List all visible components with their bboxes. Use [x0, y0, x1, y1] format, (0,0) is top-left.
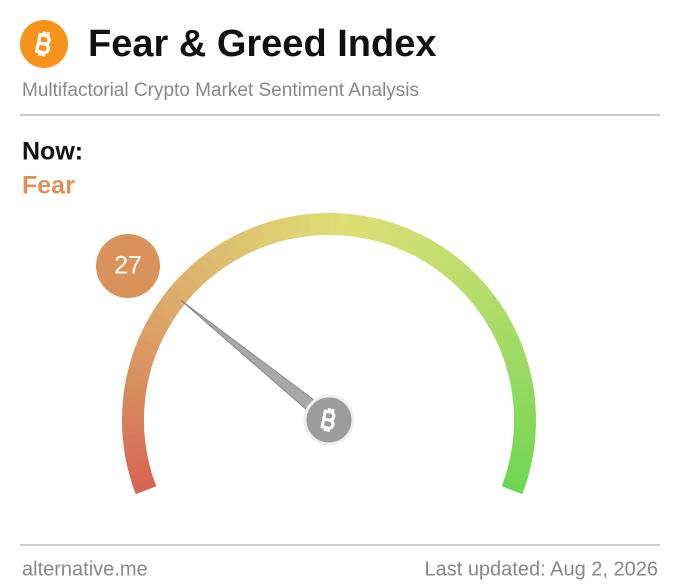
arc-segment — [170, 278, 194, 302]
arc-segment — [507, 460, 531, 476]
arc-segment — [390, 224, 408, 249]
arc-segment — [509, 451, 533, 466]
arc-segment — [139, 328, 164, 347]
title: Fear & Greed Index — [88, 23, 436, 65]
arc-segment — [122, 424, 145, 436]
glyph — [320, 407, 336, 433]
arc-segment — [131, 346, 157, 364]
arc-segment — [507, 366, 532, 382]
arc-segment — [498, 337, 523, 356]
arc-segment — [260, 221, 277, 246]
value-label: 27 — [114, 252, 142, 280]
arc-segment — [199, 252, 221, 276]
arc-segment — [407, 232, 426, 257]
gauge-dynamic: 27 — [96, 234, 355, 446]
arc-segment — [437, 252, 460, 277]
arc-segment — [381, 221, 399, 246]
arc-segment — [123, 442, 147, 456]
arc-segment — [177, 271, 200, 295]
arc-segment — [191, 258, 214, 282]
arc-segment — [158, 294, 183, 316]
arc-segment — [126, 460, 151, 476]
arc-segment — [123, 385, 147, 399]
arc-segment — [250, 224, 268, 249]
subtitle: Multifactorial Crypto Market Sentiment A… — [22, 80, 419, 101]
arc-segment — [458, 272, 482, 295]
now-label: Now: — [22, 138, 83, 166]
arc-segment — [122, 433, 146, 446]
arc-segment — [476, 294, 500, 316]
arc-segment — [513, 425, 536, 437]
arc-segment — [215, 241, 236, 266]
arc-segment — [143, 319, 168, 339]
value-bubble — [96, 234, 160, 298]
arc-segment — [132, 477, 157, 495]
arc-segment — [398, 228, 417, 253]
updated: Last updated: Aug 2, 2026 — [424, 558, 658, 580]
arc-segment — [373, 219, 389, 243]
logo-glyph — [35, 31, 51, 57]
arc-segment — [289, 215, 303, 239]
arc-segment — [481, 302, 506, 324]
arc-segment — [308, 213, 321, 236]
arc-segment — [124, 375, 149, 390]
arc-segment — [512, 433, 536, 447]
logo — [20, 20, 68, 68]
arc-segment — [279, 216, 294, 241]
arc-segment — [451, 265, 475, 289]
arc-segment — [422, 241, 444, 266]
arc-segment — [502, 347, 527, 364]
arc-segment — [126, 365, 151, 381]
arc-segment — [147, 310, 172, 331]
arc-segment — [124, 451, 149, 466]
arc-segment — [509, 375, 534, 390]
arc-segment — [299, 213, 312, 237]
arc-segment — [511, 442, 535, 457]
arc-segment — [129, 356, 154, 372]
classification: Fear — [22, 172, 75, 200]
arc-segment — [241, 228, 260, 253]
arc-segment — [501, 477, 526, 495]
arc-segment — [337, 213, 350, 236]
arc-segment — [464, 279, 488, 302]
arc-segment — [346, 213, 360, 238]
arc-segment — [512, 395, 536, 408]
source: alternative.me — [22, 558, 148, 580]
arc-segment — [495, 328, 520, 347]
arc-segment — [223, 236, 244, 261]
gauge-arc — [122, 212, 536, 495]
arc-segment — [430, 246, 452, 271]
arc-segment — [486, 311, 511, 331]
arc-segment — [470, 286, 495, 309]
arc-segment — [490, 319, 515, 339]
arc-segment — [164, 286, 188, 309]
arc-segment — [184, 264, 207, 288]
arc-segment — [511, 385, 535, 399]
arc-segment — [135, 337, 160, 355]
arc-segment — [122, 395, 146, 408]
arc-segment — [415, 236, 435, 261]
arc-segment — [504, 469, 529, 486]
arc-segment — [152, 302, 177, 323]
arc-segment — [364, 216, 380, 241]
arc-segment — [445, 258, 467, 283]
arc-segment — [207, 246, 228, 271]
arc-segment — [232, 232, 252, 257]
arc-segment — [355, 215, 370, 239]
arc-segment — [505, 356, 530, 373]
arc-segment — [269, 218, 286, 243]
hub-glyph — [320, 407, 336, 433]
arc-segment — [129, 468, 154, 485]
